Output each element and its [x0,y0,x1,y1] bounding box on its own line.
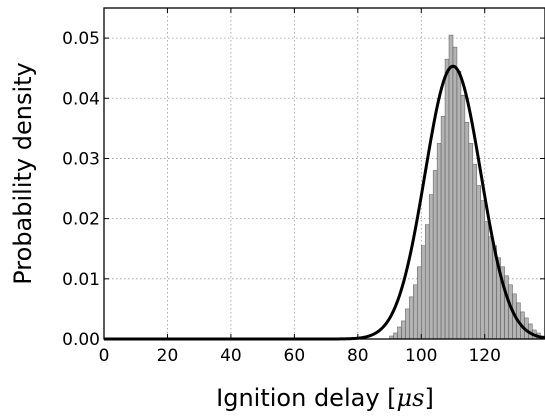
y-axis-title: Probability density [9,62,37,285]
histogram-bar [504,275,509,340]
x-axis-title: Ignition delay [μs] [216,384,434,412]
histogram-bar [488,236,493,340]
x-axis-title-unit: μs [397,384,425,412]
x-tick-label: 120 [468,346,500,366]
x-tick-label: 40 [220,346,242,366]
y-tick-label: 0.02 [62,210,100,230]
histogram-bar [417,266,422,340]
histogram-bar [413,284,418,340]
histogram-bar [401,320,406,340]
histogram-bar [480,200,485,340]
histogram-bar [452,46,458,340]
histogram-bar [421,245,426,340]
histogram-bar [448,34,454,340]
histogram-bar [484,221,489,340]
x-tick-labels: 0 20 40 60 80 100 120 [99,346,501,366]
y-tick-label: 0.05 [62,29,100,49]
histogram-bar [428,194,434,340]
histogram-bar [476,185,482,340]
histogram-bars [389,34,545,340]
y-tick-label: 0.01 [62,270,100,290]
y-tick-labels: 0.00 0.01 0.02 0.03 0.04 0.05 [62,29,100,350]
histogram-bar [393,332,398,340]
x-tick-label: 0 [99,346,110,366]
ticks [103,8,545,340]
x-tick-label: 60 [284,346,306,366]
y-tick-label: 0.04 [62,89,100,109]
histogram-bar [440,116,446,340]
histogram-bar [444,58,450,340]
histogram-bar [460,95,466,340]
histogram-bar [464,122,470,340]
histogram-bar [432,170,438,340]
histogram-bar [424,224,430,340]
histogram-bar [472,164,478,340]
histogram-bar [468,143,474,340]
x-axis-title-close: ] [424,384,433,412]
y-tick-label: 0.00 [62,330,100,350]
grid [104,8,545,339]
plot-frame [103,7,545,340]
x-axis-title-text: Ignition delay [ [216,384,396,412]
histogram-bar [436,143,442,340]
x-tick-label: 20 [157,346,179,366]
histogram-bar [409,296,414,340]
y-tick-label: 0.03 [62,149,100,169]
x-tick-label: 100 [405,346,437,366]
histogram-bar [405,308,410,340]
histogram-bar [456,70,462,340]
histogram-bar [397,326,402,340]
x-tick-label: 80 [347,346,369,366]
